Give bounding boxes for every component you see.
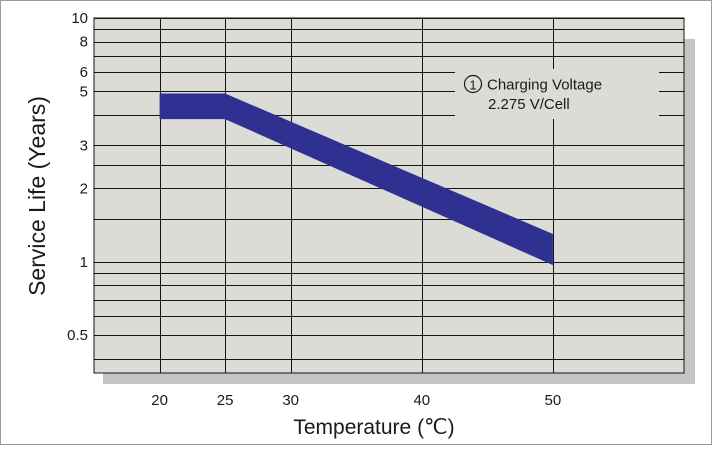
x-tick-label: 20 [151, 392, 168, 409]
y-tick-label: 0.5 [67, 327, 88, 344]
y-tick-label: 10 [71, 10, 88, 27]
x-axis-label: Temperature (℃) [293, 416, 454, 439]
y-tick-label: 5 [80, 83, 88, 100]
y-tick-label: 3 [80, 138, 88, 155]
service-life-band [159, 93, 553, 266]
plot-border [93, 17, 685, 374]
annotation-marker-circle [463, 74, 483, 94]
annotation-background [455, 69, 659, 119]
charging-voltage-annotation: 1 Charging Voltage 2.275 V/Cell [455, 69, 659, 119]
x-tick-label: 30 [282, 392, 299, 409]
service-life-band-area [159, 93, 553, 266]
x-tick-label: 25 [217, 392, 234, 409]
y-tick-label: 8 [80, 34, 88, 51]
y-axis-label: Service Life (Years) [24, 96, 50, 296]
x-tick-labels: 20 25 30 40 50 [151, 392, 561, 409]
y-tick-label: 1 [80, 254, 88, 271]
y-tick-label: 6 [80, 64, 88, 81]
annotation-marker-number: 1 [469, 78, 476, 93]
x-tick-label: 40 [413, 392, 430, 409]
y-tick-labels: 10 8 6 5 3 2 1 0.5 [67, 10, 88, 344]
y-tick-label: 2 [80, 180, 88, 197]
x-tick-label: 50 [545, 392, 562, 409]
annotation-line-1: Charging Voltage [487, 77, 602, 94]
grid-lines [94, 18, 684, 373]
annotation-line-2: 2.275 V/Cell [488, 96, 570, 113]
